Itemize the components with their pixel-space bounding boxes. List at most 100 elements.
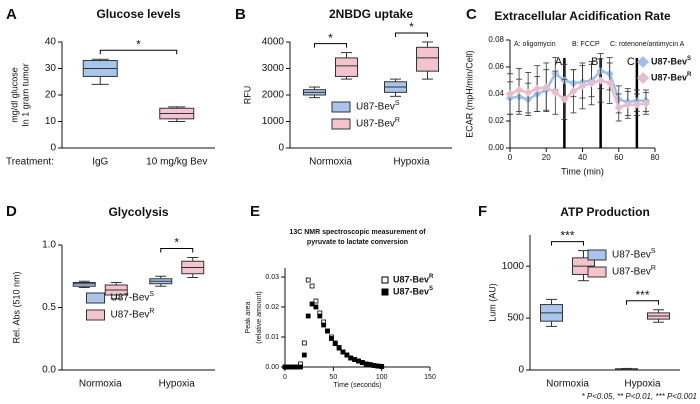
data-point bbox=[359, 360, 365, 365]
legend-label: U87-BevR bbox=[356, 117, 400, 130]
data-point bbox=[560, 95, 569, 104]
data-point bbox=[317, 313, 323, 319]
data-point bbox=[305, 313, 311, 319]
legend-swatch bbox=[587, 249, 607, 261]
data-point bbox=[313, 298, 319, 304]
data-point bbox=[301, 352, 307, 358]
significance-label: *** bbox=[560, 229, 574, 243]
legend-label: U87-BevS bbox=[393, 286, 433, 297]
legend-marker bbox=[381, 288, 389, 296]
y-tick-label: 0.03 bbox=[265, 274, 279, 281]
x-tick-label: Normoxia bbox=[79, 379, 122, 390]
y-tick-label: 2000 bbox=[262, 90, 285, 101]
x-tick-label: 50 bbox=[329, 374, 337, 381]
y-tick-label: 0 bbox=[278, 143, 284, 154]
data-point bbox=[313, 304, 319, 310]
data-point bbox=[352, 357, 358, 362]
data-point bbox=[298, 364, 303, 370]
data-point bbox=[305, 277, 311, 283]
significance-label: * bbox=[409, 20, 414, 34]
chart-title: Glucose levels bbox=[96, 7, 180, 21]
y-tick-label: 1.0 bbox=[42, 240, 56, 251]
legend-label: U87-BevR bbox=[612, 265, 656, 278]
legend-swatch bbox=[331, 101, 351, 113]
x-tick-label: 10 mg/kg Bev bbox=[146, 157, 207, 168]
y-tick-label: 0.08 bbox=[488, 35, 504, 44]
data-point bbox=[344, 352, 350, 358]
footnote: * P<0.05, ** P<0.01, *** P<0.001 bbox=[582, 392, 697, 401]
y-axis-label: Peak area bbox=[245, 301, 252, 333]
significance-bracket bbox=[626, 300, 659, 305]
y-axis-label: (relative amount) bbox=[256, 291, 263, 344]
y-tick-label: 10 bbox=[45, 116, 57, 127]
data-point bbox=[596, 76, 605, 85]
y-tick-label: 0.06 bbox=[488, 62, 504, 71]
data-point bbox=[605, 79, 614, 88]
significance-label: * bbox=[328, 31, 333, 45]
data-point bbox=[569, 87, 578, 96]
data-point bbox=[641, 99, 650, 108]
injection-label: B bbox=[591, 56, 598, 68]
legend-label-superscript: S bbox=[395, 100, 400, 107]
x-tick-label: 40 bbox=[578, 153, 587, 162]
y-tick-label: 500 bbox=[507, 313, 524, 324]
significance-bracket bbox=[551, 241, 584, 246]
series-line bbox=[509, 79, 647, 110]
box bbox=[416, 46, 439, 72]
data-point bbox=[551, 88, 560, 97]
legend-swatch bbox=[587, 266, 607, 278]
y-tick-label: 0.02 bbox=[265, 304, 279, 311]
legend-label: U87-BevR bbox=[651, 72, 692, 83]
data-point bbox=[290, 364, 296, 370]
y-axis-label: mg/dl glucose bbox=[9, 67, 19, 123]
legend-label: U87-BevR bbox=[393, 274, 434, 285]
data-point bbox=[282, 364, 288, 370]
significance-bracket bbox=[99, 49, 178, 55]
y-tick-label: 0.01 bbox=[265, 334, 279, 341]
series-line bbox=[509, 69, 646, 104]
legend-marker bbox=[381, 276, 389, 284]
data-point bbox=[524, 88, 533, 97]
y-axis-label: Rel. Abs (510 nm) bbox=[11, 271, 21, 343]
data-point bbox=[309, 283, 315, 289]
significance-label: * bbox=[136, 37, 141, 51]
x-tick-label: 60 bbox=[614, 153, 623, 162]
data-point bbox=[379, 363, 385, 369]
panel-letter: F bbox=[478, 203, 487, 220]
legend-label-superscript: R bbox=[395, 117, 400, 124]
data-point bbox=[587, 79, 596, 88]
data-point bbox=[294, 364, 300, 370]
legend-marker bbox=[637, 56, 649, 68]
data-point bbox=[623, 100, 632, 109]
panel-letter: B bbox=[235, 6, 246, 23]
x-tick-label: Hypoxia bbox=[159, 379, 196, 390]
significance-label: *** bbox=[635, 288, 649, 302]
injection-note: B: FCCP bbox=[572, 41, 600, 48]
legend-label-superscript: S bbox=[429, 286, 433, 292]
data-point bbox=[578, 81, 587, 90]
y-tick-label: 20 bbox=[45, 90, 57, 101]
legend-label: U87-BevS bbox=[111, 291, 155, 304]
legend-label: U87-BevS bbox=[651, 56, 691, 67]
legend-swatch bbox=[331, 118, 351, 130]
y-tick-label: 0.5 bbox=[42, 302, 56, 313]
significance-bracket bbox=[395, 32, 428, 37]
injection-label: C bbox=[627, 56, 635, 68]
significance-label: * bbox=[174, 236, 179, 250]
legend-label-superscript: S bbox=[651, 248, 656, 255]
x-tick-label: IgG bbox=[92, 157, 108, 168]
x-tick-label: 150 bbox=[424, 374, 436, 381]
legend-swatch bbox=[86, 309, 105, 321]
panel-letter: D bbox=[6, 203, 17, 220]
data-point bbox=[332, 341, 338, 347]
data-point bbox=[336, 345, 342, 351]
y-tick-label: 0.02 bbox=[488, 116, 504, 125]
injection-label: A bbox=[555, 56, 563, 68]
y-tick-label: 3000 bbox=[262, 63, 285, 74]
data-point bbox=[375, 363, 381, 369]
x-tick-label: Normoxia bbox=[309, 157, 352, 168]
legend-swatch bbox=[86, 292, 105, 304]
legend-marker bbox=[637, 72, 649, 84]
legend-label-superscript: R bbox=[651, 265, 656, 272]
